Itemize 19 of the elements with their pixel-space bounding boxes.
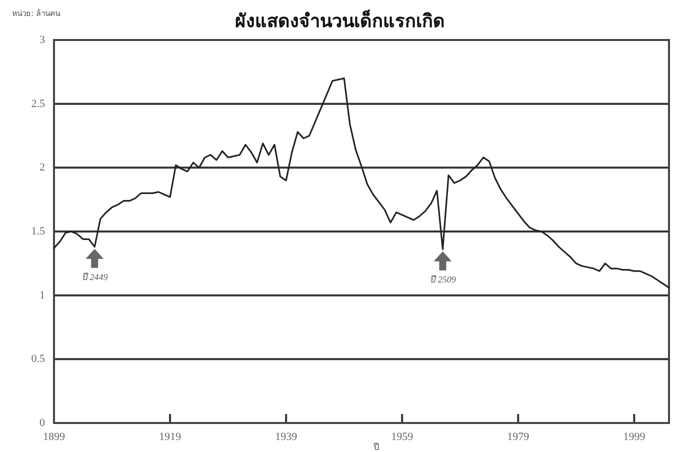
y-tick-label: 0 xyxy=(40,417,46,429)
chart-title: ผังแสดงจำนวนเด็กแรกเกิด xyxy=(235,9,445,32)
y-tick-label: 1.5 xyxy=(31,226,46,238)
x-tick-label: 1919 xyxy=(159,431,182,443)
y-tick-label: 2 xyxy=(40,162,45,174)
y-tick-label: 2.5 xyxy=(31,98,46,110)
y-tick-label: 1 xyxy=(40,289,45,302)
x-tick-label: 1999 xyxy=(623,431,646,443)
x-tick-label: 1939 xyxy=(275,431,298,443)
line-series xyxy=(53,78,670,288)
annotation: ปี 2449 xyxy=(81,272,108,282)
annotation: ปี 2509 xyxy=(430,274,456,284)
x-tick-label: 1959 xyxy=(391,431,414,443)
x-tick-label: 1979 xyxy=(507,431,530,443)
x-axis-title: ปี xyxy=(374,442,380,452)
x-tick-label: 1899 xyxy=(43,431,66,443)
y-axis-title: หน่วย: ล้านคน xyxy=(12,9,62,18)
y-tick-label: 0.5 xyxy=(31,353,46,366)
y-tick-label: 3 xyxy=(40,34,46,46)
